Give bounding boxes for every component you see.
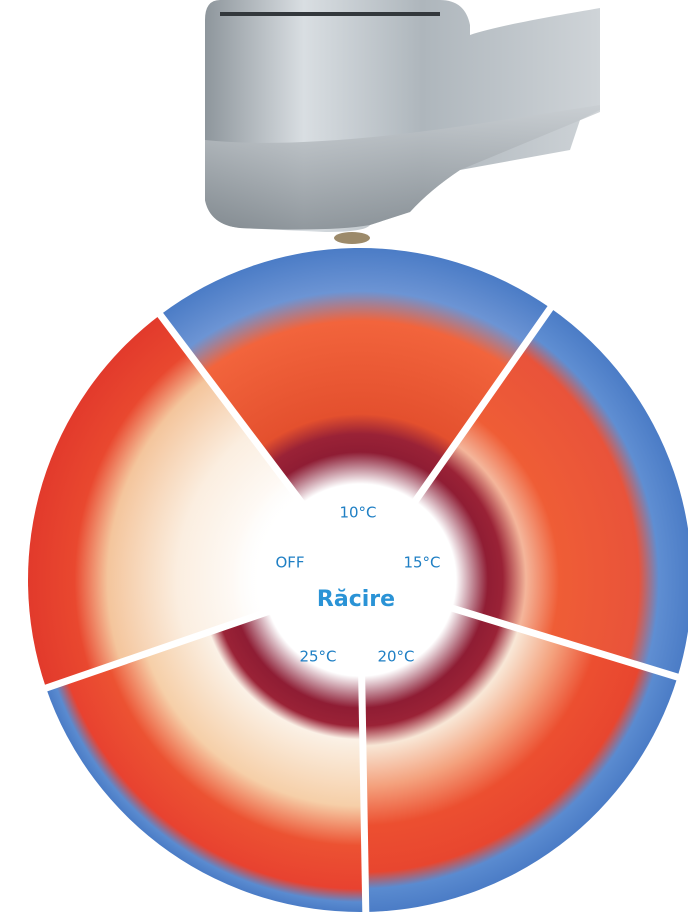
segment-label: 15°C [403, 554, 440, 572]
device-tip [334, 232, 370, 244]
device-base [205, 105, 600, 230]
segment-label: 25°C [299, 648, 336, 666]
center-title: Răcire [317, 587, 395, 612]
disc-segment [160, 248, 551, 580]
segment-divider [449, 604, 688, 684]
segment-label: 10°C [339, 504, 376, 522]
center-disc [232, 452, 488, 708]
segment-divider [358, 674, 370, 922]
device [205, 0, 600, 244]
segment-divider [35, 607, 272, 695]
segment-divider [151, 304, 306, 507]
segment-label: OFF [275, 554, 304, 572]
segment-label: 20°C [377, 648, 414, 666]
segment-divider [411, 297, 560, 505]
